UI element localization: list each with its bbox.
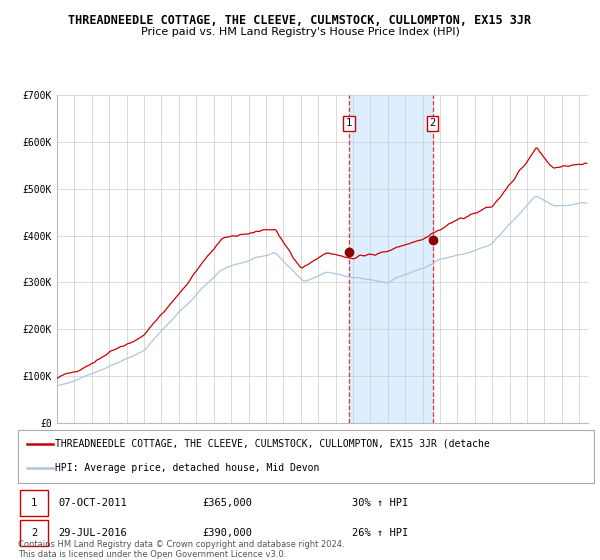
Bar	[349, 95, 433, 423]
FancyBboxPatch shape	[20, 490, 48, 516]
Text: HPI: Average price, detached house, Mid Devon: HPI: Average price, detached house, Mid …	[55, 463, 320, 473]
Text: £365,000: £365,000	[202, 498, 253, 508]
Text: THREADNEEDLE COTTAGE, THE CLEEVE, CULMSTOCK, CULLOMPTON, EX15 3JR (detache: THREADNEEDLE COTTAGE, THE CLEEVE, CULMST…	[55, 439, 490, 449]
Text: £390,000: £390,000	[202, 528, 253, 538]
FancyBboxPatch shape	[20, 520, 48, 546]
Text: THREADNEEDLE COTTAGE, THE CLEEVE, CULMSTOCK, CULLOMPTON, EX15 3JR: THREADNEEDLE COTTAGE, THE CLEEVE, CULMST…	[68, 14, 532, 27]
Text: 26% ↑ HPI: 26% ↑ HPI	[352, 528, 409, 538]
Text: 29-JUL-2016: 29-JUL-2016	[58, 528, 127, 538]
Text: 2: 2	[31, 528, 37, 538]
Text: Contains HM Land Registry data © Crown copyright and database right 2024.
This d: Contains HM Land Registry data © Crown c…	[18, 540, 344, 559]
FancyBboxPatch shape	[18, 430, 594, 483]
Text: 1: 1	[346, 118, 352, 128]
Text: 30% ↑ HPI: 30% ↑ HPI	[352, 498, 409, 508]
Text: 07-OCT-2011: 07-OCT-2011	[58, 498, 127, 508]
Text: Price paid vs. HM Land Registry's House Price Index (HPI): Price paid vs. HM Land Registry's House …	[140, 27, 460, 37]
Text: 2: 2	[430, 118, 436, 128]
Text: 1: 1	[31, 498, 37, 508]
